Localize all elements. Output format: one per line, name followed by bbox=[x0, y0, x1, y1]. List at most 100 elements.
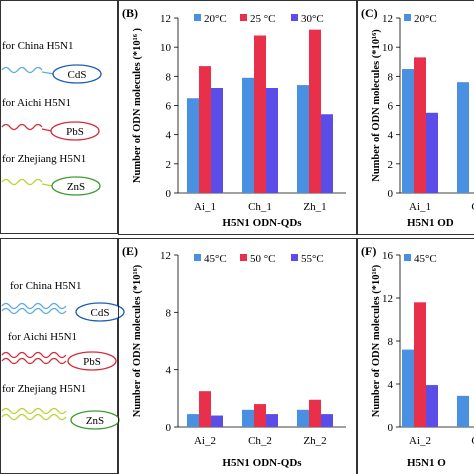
zns-label: ZnS bbox=[86, 415, 104, 427]
x-tick-label: Zh_1 bbox=[303, 201, 326, 213]
y-tick-label: 6 bbox=[388, 101, 394, 113]
bar bbox=[187, 414, 199, 427]
pbs-qd-shape bbox=[50, 121, 100, 141]
x-tick-label: Ai_1 bbox=[194, 201, 216, 213]
odn-wave-red bbox=[1, 357, 67, 365]
bar bbox=[211, 88, 223, 193]
cds-qd-shape bbox=[52, 64, 102, 84]
x-tick-label: Ch_2 bbox=[248, 435, 272, 447]
schematic-label-aichi: for Aichi H5N1 bbox=[8, 331, 77, 343]
y-tick-label: 12 bbox=[160, 13, 171, 25]
bar bbox=[254, 404, 266, 427]
bar bbox=[297, 409, 309, 427]
x-axis-label: H5N1 ODN-QDs bbox=[222, 457, 302, 469]
y-tick-label: 2 bbox=[388, 159, 394, 171]
legend-swatch bbox=[194, 14, 201, 21]
bar bbox=[199, 391, 211, 427]
legend-label: 50 °C bbox=[250, 253, 276, 265]
y-tick-label: 8 bbox=[166, 307, 172, 319]
panel-letter: (B) bbox=[122, 6, 138, 20]
legend-label: 20°C bbox=[204, 13, 227, 25]
legend-swatch bbox=[291, 254, 298, 261]
y-tick-label: 10 bbox=[382, 42, 394, 54]
x-tick-label: C bbox=[471, 435, 474, 447]
x-axis-label: H5N1 ODN-QDs bbox=[222, 217, 302, 229]
chart-panel-b: (B) 0 2 4 6 8 10 12 Number of ODN molecules (*10… bbox=[118, 0, 357, 235]
x-tick-label: C bbox=[471, 201, 474, 213]
legend-label: 30°C bbox=[301, 13, 324, 25]
y-axis-label: Number of ODN molecules (*10¹⁶) bbox=[132, 264, 143, 417]
schematic-label-china: for China H5N1 bbox=[10, 280, 82, 292]
cds-label: CdS bbox=[91, 307, 110, 319]
legend-swatch bbox=[404, 254, 411, 261]
bar bbox=[297, 85, 309, 193]
schematic-label-aichi: for Aichi H5N1 bbox=[2, 97, 71, 109]
y-tick-label: 16 bbox=[382, 250, 394, 262]
odn-wave-red bbox=[1, 351, 67, 359]
bar bbox=[266, 88, 278, 193]
panel-letter: (E) bbox=[122, 244, 138, 258]
y-tick-label: 10 bbox=[160, 42, 172, 54]
y-tick-label: 6 bbox=[166, 101, 172, 113]
x-axis-label: H5N1 O bbox=[407, 457, 446, 469]
bar bbox=[254, 35, 266, 193]
y-tick-label: 12 bbox=[160, 250, 171, 262]
y-tick-label: 2 bbox=[166, 159, 172, 171]
y-tick-label: 0 bbox=[388, 422, 394, 434]
y-tick-label: 8 bbox=[388, 71, 394, 83]
y-axis-label: Number of ODN molecules (*10¹⁶) bbox=[371, 264, 382, 417]
y-tick-label: 4 bbox=[166, 365, 172, 377]
legend-label: 20°C bbox=[414, 13, 437, 25]
bar bbox=[211, 415, 223, 427]
schematic-label-zhejiang: for Zhejiang H5N1 bbox=[2, 153, 86, 165]
y-tick-label: 0 bbox=[166, 188, 172, 200]
bar bbox=[457, 395, 469, 427]
chart-panel-e: (E) 0 4 8 12 Number of ODN molecules (*10¹⁶) A… bbox=[118, 238, 357, 474]
odn-wave-blue bbox=[1, 66, 43, 74]
bar bbox=[414, 57, 426, 193]
schematic-top-frame bbox=[0, 0, 118, 234]
legend-label: 55°C bbox=[301, 253, 324, 265]
legend-label: 25 °C bbox=[250, 13, 276, 25]
x-tick-label: Ai_1 bbox=[409, 201, 431, 213]
legend-label: 45°C bbox=[204, 253, 227, 265]
x-axis-label: H5N1 OD bbox=[407, 217, 454, 229]
panel-frame bbox=[118, 0, 357, 235]
odn-linker bbox=[41, 183, 54, 187]
bar bbox=[321, 414, 333, 427]
zns-qd-shape bbox=[51, 176, 101, 196]
bar bbox=[321, 114, 333, 193]
bar bbox=[242, 77, 254, 193]
pbs-qd-shape bbox=[67, 351, 117, 371]
x-tick-label: Ai_2 bbox=[409, 435, 431, 447]
x-tick-label: Zh_2 bbox=[303, 435, 326, 447]
legend-label: 45°C bbox=[414, 253, 437, 265]
y-tick-label: 0 bbox=[388, 188, 394, 200]
panel-letter: (C) bbox=[361, 6, 378, 20]
odn-wave-red bbox=[1, 123, 43, 131]
bar bbox=[402, 349, 414, 427]
schematic-bottom: for China H5N1 CdS for Aichi H5N1 PbS fo… bbox=[0, 238, 125, 474]
bar bbox=[266, 414, 278, 427]
odn-wave-green bbox=[1, 407, 67, 415]
odn-wave-blue bbox=[1, 302, 67, 310]
y-tick-label: 4 bbox=[388, 130, 394, 142]
panel-frame bbox=[357, 238, 474, 474]
y-tick-label: 8 bbox=[388, 336, 394, 348]
panel-frame bbox=[357, 0, 474, 235]
y-tick-label: 4 bbox=[166, 130, 172, 142]
x-tick-label: Ch_1 bbox=[248, 201, 272, 213]
y-tick-label: 8 bbox=[166, 71, 172, 83]
bar bbox=[457, 82, 469, 193]
bar bbox=[426, 385, 438, 427]
y-tick-label: 12 bbox=[382, 13, 393, 25]
y-axis-label: Number of ODN molecules (*10¹⁶) bbox=[371, 29, 382, 182]
cds-qd-shape bbox=[75, 302, 125, 322]
pbs-label: PbS bbox=[66, 126, 84, 138]
bar bbox=[187, 98, 199, 193]
odn-linker bbox=[41, 71, 55, 75]
bar bbox=[199, 66, 211, 193]
cds-label: CdS bbox=[68, 69, 87, 81]
